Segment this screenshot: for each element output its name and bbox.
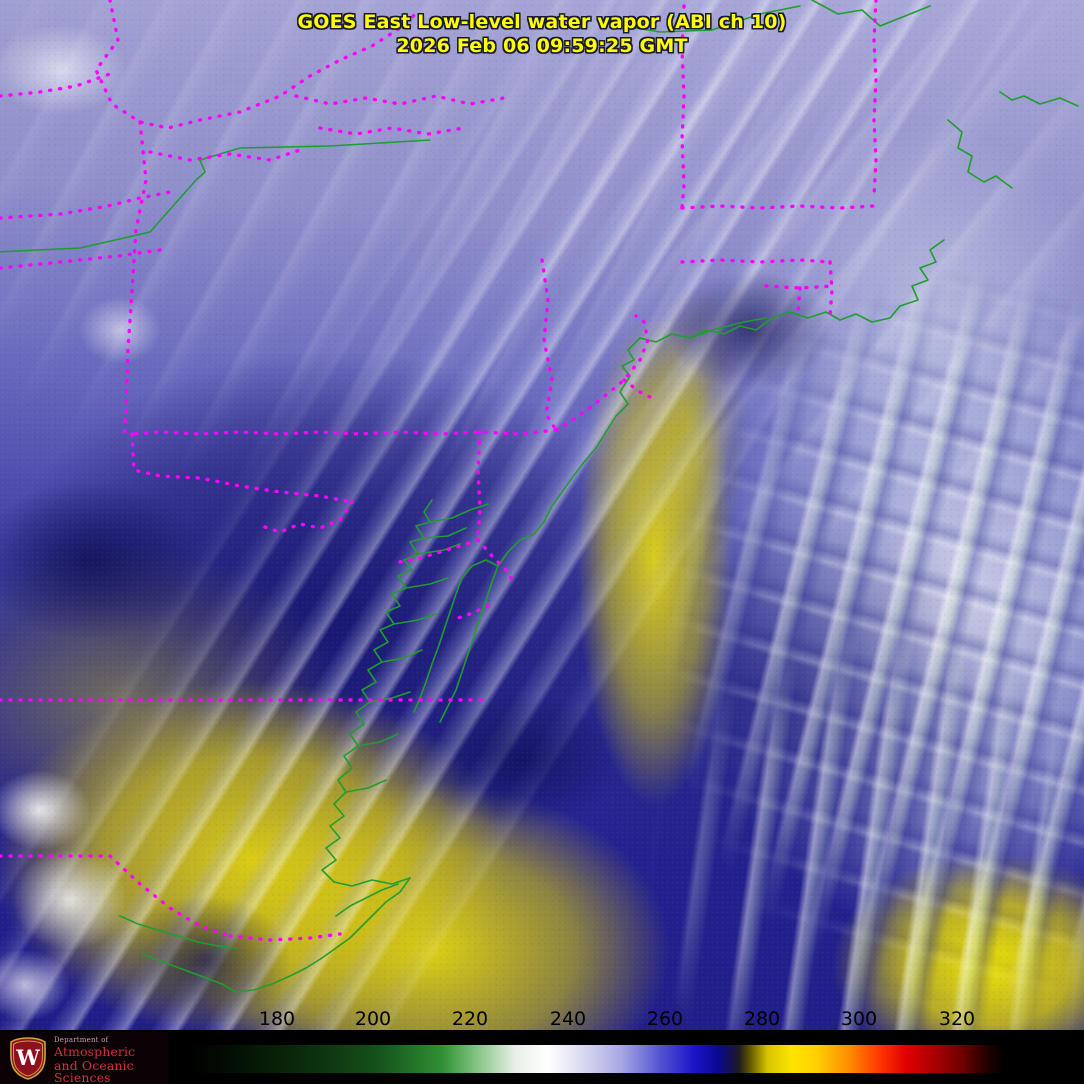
colorbar-tick-label-320: 320 bbox=[938, 1008, 976, 1030]
colorbar-tick-label-220: 220 bbox=[451, 1008, 489, 1030]
logo-department-line: Department of bbox=[54, 1036, 109, 1044]
logo-name-line-1: Atmospheric bbox=[54, 1044, 136, 1059]
colorbar-tick-label-240: 240 bbox=[549, 1008, 587, 1030]
svg-text:W: W bbox=[15, 1045, 40, 1070]
colorbar-tick-mark-220 bbox=[469, 1034, 471, 1044]
colorbar-tick-label-180: 180 bbox=[258, 1008, 296, 1030]
uw-aos-logo: W Department of Atmospheric and Oceanic … bbox=[0, 1032, 168, 1084]
colorbar-tick-marks bbox=[0, 1034, 1084, 1044]
colorbar-tick-mark-280 bbox=[761, 1034, 763, 1044]
colorbar-tick-mark-180 bbox=[276, 1034, 278, 1044]
satellite-image-canvas: GOES East Low-level water vapor (ABI ch … bbox=[0, 0, 1084, 1030]
colorbar-tick-mark-200 bbox=[372, 1034, 374, 1044]
bright-cloud-puffs bbox=[0, 0, 1084, 1030]
colorbar-tick-labels: 180 200 220 240 260 280 300 320 bbox=[0, 1008, 1084, 1034]
coastline-layer bbox=[0, 0, 1079, 993]
colorbar-gradient bbox=[188, 1044, 1005, 1074]
colorbar-tick-label-280: 280 bbox=[743, 1008, 781, 1030]
pixel-noise-texture bbox=[0, 0, 1084, 1030]
colorbar-tick-mark-300 bbox=[858, 1034, 860, 1044]
uw-crest-icon: W bbox=[10, 1037, 46, 1080]
colorbar-tick-mark-240 bbox=[567, 1034, 569, 1044]
state-border-layer bbox=[0, 0, 878, 942]
map-overlay-vectors bbox=[0, 0, 1079, 993]
colorbar: 180 200 220 240 260 280 300 320 bbox=[0, 1008, 1084, 1084]
colorbar-tick-label-300: 300 bbox=[840, 1008, 878, 1030]
colorbar-tick-mark-260 bbox=[664, 1034, 666, 1044]
colorbar-tick-mark-320 bbox=[956, 1034, 958, 1044]
uw-aos-logo-text: Department of Atmospheric and Oceanic Sc… bbox=[54, 1037, 168, 1084]
colorbar-tick-label-200: 200 bbox=[354, 1008, 392, 1030]
logo-name-line-2: and Oceanic Sciences bbox=[54, 1057, 134, 1084]
colorbar-tick-label-260: 260 bbox=[646, 1008, 684, 1030]
